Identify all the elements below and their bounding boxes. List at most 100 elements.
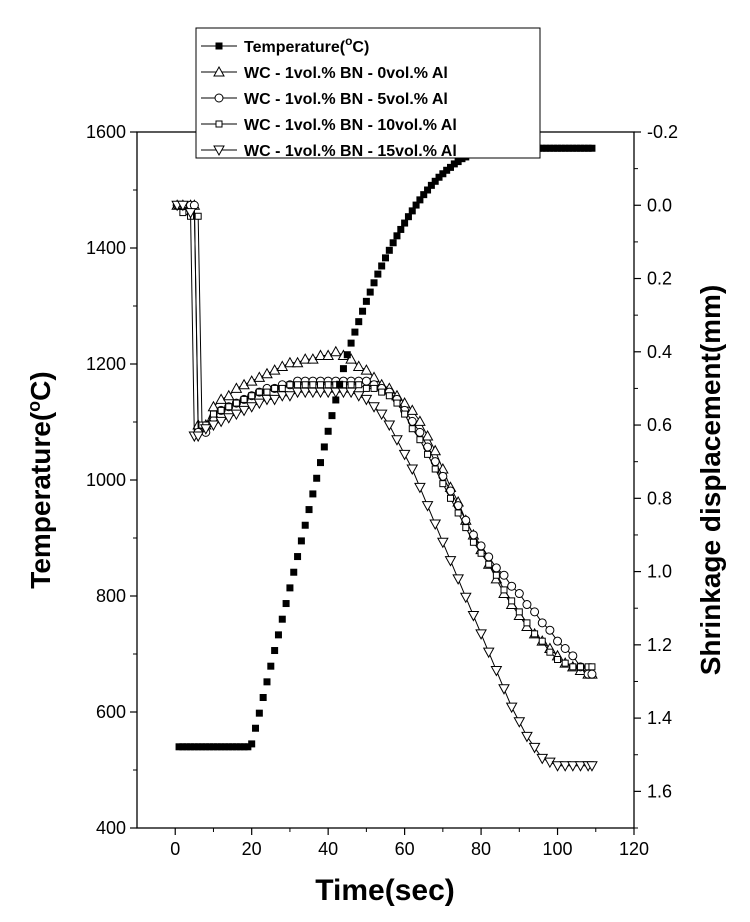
data-point [355,381,363,389]
data-point [230,382,243,393]
data-point [177,200,189,212]
x-tick-label: 20 [242,839,262,859]
data-point [198,743,206,751]
data-point [427,181,435,189]
legend-label: WC - 1vol.% BN - 15vol.% Al [244,143,457,160]
x-axis-title: Time(sec) [315,874,455,907]
data-point [414,415,426,426]
data-point [584,144,592,152]
data-point [498,684,510,695]
data-point [244,743,252,751]
data-point [324,381,332,389]
y-right-tick-label: -0.2 [647,122,678,142]
data-point [255,709,263,717]
plot-frame [136,131,635,829]
data-point [194,743,202,751]
data-point [505,702,518,714]
data-point [278,615,286,623]
data-point [408,207,416,215]
data-point [436,537,449,549]
data-point [299,387,312,399]
data-point [443,166,451,174]
data-point [398,449,411,461]
data-point [450,160,458,168]
data-point [444,556,457,567]
series-layer [171,144,598,772]
data-point [521,731,533,743]
data-point [429,519,442,530]
y-left-tick-label: 600 [96,702,126,722]
data-point [263,678,271,686]
data-point [406,464,419,476]
data-point [322,387,335,399]
data-point [378,262,386,270]
data-point [576,663,584,671]
data-point [362,384,370,392]
y-right-tick-label: 1.4 [647,708,672,728]
y-right-tick-label: 0.8 [647,488,672,508]
data-point [359,307,367,315]
data-point [245,375,258,386]
data-point [329,345,342,357]
data-point [253,398,266,410]
data-point [397,225,405,233]
y-axis-left-title: Temperature(oC) [24,371,56,588]
y-right-tick-label: 0.0 [647,195,672,215]
data-point [322,349,335,360]
data-point [351,328,359,336]
y-right-tick-label: 1.2 [647,635,672,655]
data-point [337,387,350,399]
data-point [294,553,302,561]
data-point [190,743,198,751]
data-point [569,144,577,152]
data-point [475,629,487,640]
data-point [336,380,344,388]
data-point [404,213,412,221]
data-point [490,665,503,677]
data-point [561,659,569,667]
data-point [531,630,539,638]
legend: Temperature(oC) WC - 1vol.% BN - 0vol.% A… [195,27,541,160]
data-point [382,254,389,262]
y-left-tick-label: 1200 [86,354,126,374]
data-point [436,462,449,474]
data-point [546,144,554,152]
data-point [175,743,183,751]
data-point [378,388,386,396]
data-point [393,232,401,240]
legend-marker [215,120,223,128]
data-point [309,381,317,389]
data-point [446,163,454,171]
data-point [561,144,569,152]
data-point [573,144,581,152]
data-point [368,402,380,413]
data-point [345,353,357,364]
data-point [401,410,409,418]
y-axis-left-title-end: C) [25,371,56,401]
data-point [207,420,220,432]
data-point [454,509,462,517]
data-point [294,381,302,389]
data-point [314,349,327,360]
data-point [544,757,556,769]
data-point [385,392,393,400]
data-point [542,144,550,152]
data-point [206,743,214,751]
x-tick-label: 80 [471,839,491,859]
data-point [469,538,477,546]
data-point [217,406,225,414]
data-point [209,743,217,751]
data-point [421,430,434,441]
data-point [286,584,294,592]
data-point [215,393,227,404]
data-point [370,279,378,287]
data-point [291,356,304,368]
data-point [424,450,432,458]
data-point [347,381,355,389]
legend-marker [213,65,225,77]
y-right-tick-label: 0.4 [647,342,672,362]
data-point [580,144,588,152]
data-point [332,396,340,404]
data-point [276,360,289,371]
data-point [446,494,454,502]
